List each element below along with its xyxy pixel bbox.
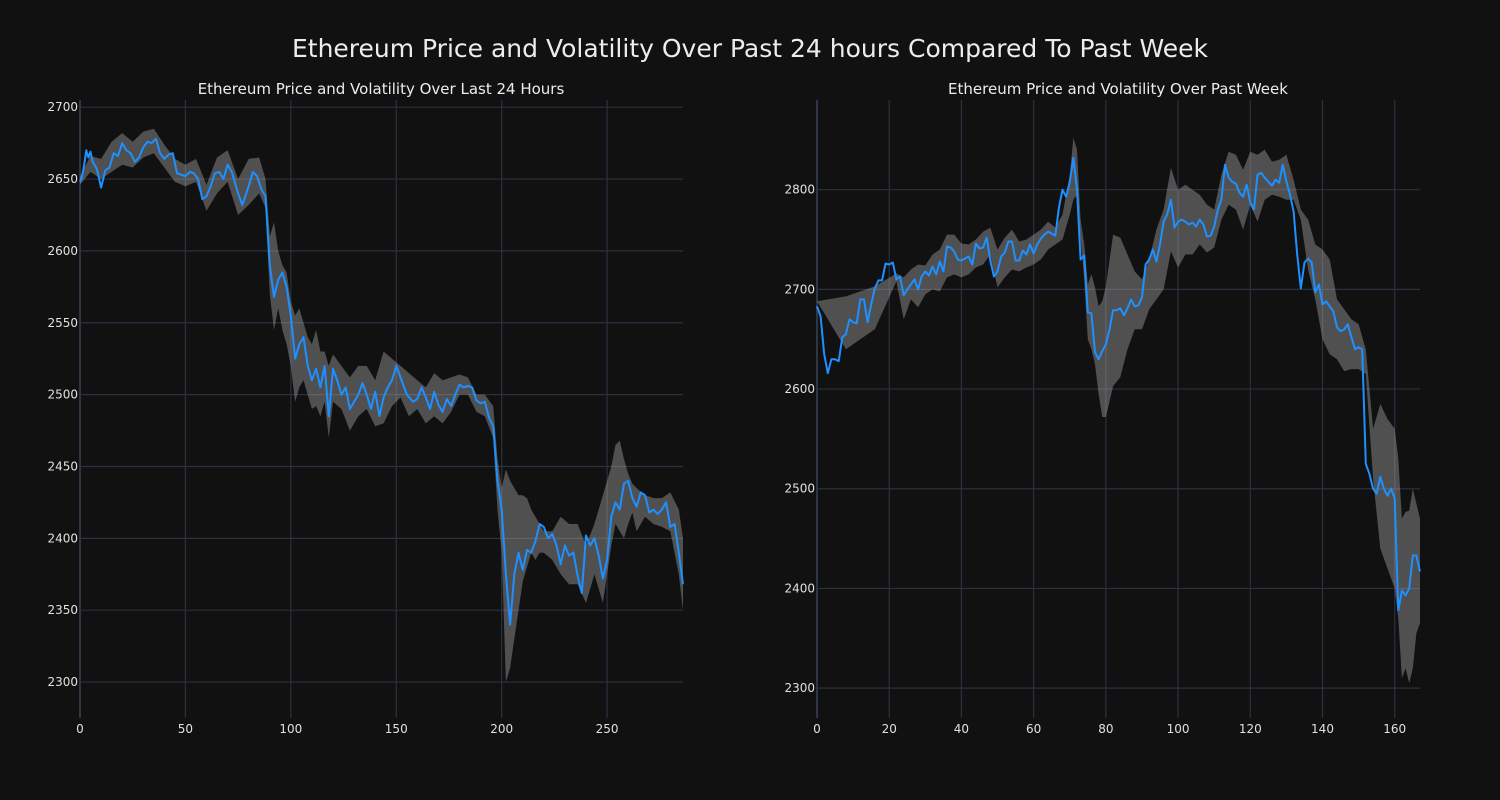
- x-tick-label: 140: [1311, 722, 1334, 736]
- x-tick-label: 40: [954, 722, 969, 736]
- price-line: [79, 137, 684, 626]
- y-tick-label: 2550: [47, 316, 78, 330]
- y-tick-label: 2400: [47, 531, 78, 545]
- x-tick-label: 0: [76, 722, 84, 736]
- y-tick-label: 2350: [47, 603, 78, 617]
- x-tick-label: 150: [385, 722, 408, 736]
- y-tick-label: 2800: [784, 183, 815, 197]
- x-tick-label: 250: [596, 722, 619, 736]
- y-tick-label: 2300: [784, 681, 815, 695]
- y-tick-label: 2400: [784, 581, 815, 595]
- y-tick-label: 2500: [47, 388, 78, 402]
- chart-last-24-hours: Ethereum Price and Volatility Over Last …: [47, 80, 684, 736]
- x-tick-label: 200: [490, 722, 513, 736]
- x-tick-label: 100: [279, 722, 302, 736]
- y-tick-label: 2700: [47, 100, 78, 114]
- y-tick-label: 2700: [784, 282, 815, 296]
- y-tick-label: 2600: [784, 382, 815, 396]
- chart-title-week: Ethereum Price and Volatility Over Past …: [948, 80, 1288, 98]
- x-tick-label: 100: [1167, 722, 1190, 736]
- x-tick-label: 0: [813, 722, 821, 736]
- chart-title-24h: Ethereum Price and Volatility Over Last …: [198, 80, 565, 98]
- y-tick-label: 2300: [47, 675, 78, 689]
- chart-past-week: Ethereum Price and Volatility Over Past …: [784, 80, 1421, 736]
- price-line: [816, 156, 1421, 612]
- x-tick-label: 60: [1026, 722, 1041, 736]
- y-tick-label: 2600: [47, 244, 78, 258]
- x-tick-label: 160: [1383, 722, 1406, 736]
- y-tick-label: 2650: [47, 172, 78, 186]
- y-tick-label: 2500: [784, 482, 815, 496]
- x-tick-label: 80: [1098, 722, 1113, 736]
- volatility-band: [817, 137, 1420, 684]
- figure-title: Ethereum Price and Volatility Over Past …: [291, 34, 1209, 63]
- x-tick-label: 50: [178, 722, 193, 736]
- x-tick-label: 20: [882, 722, 897, 736]
- y-tick-label: 2450: [47, 459, 78, 473]
- x-tick-label: 120: [1239, 722, 1262, 736]
